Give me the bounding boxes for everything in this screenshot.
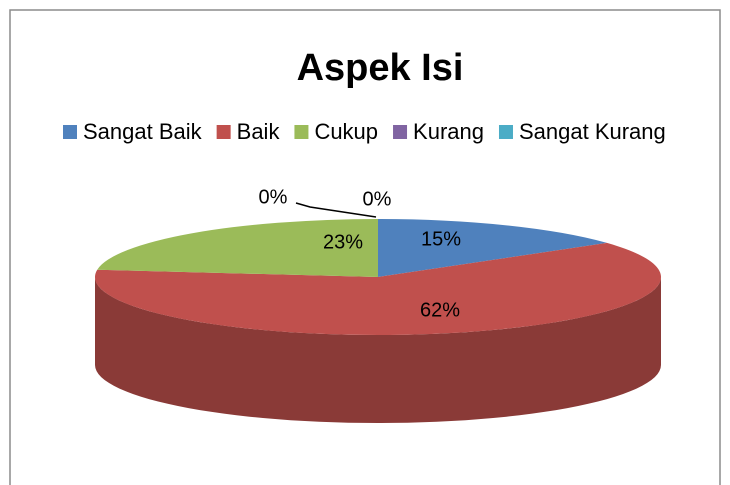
legend-swatch — [216, 125, 231, 139]
data-label: 23% — [323, 231, 363, 253]
chart-frame — [9, 9, 721, 485]
legend-label: Sangat Kurang — [519, 119, 666, 144]
legend-swatch — [294, 125, 309, 139]
legend-label: Sangat Baik — [83, 119, 203, 144]
leader-line — [295, 202, 377, 218]
chart-title: Aspek Isi — [297, 47, 464, 89]
legend-swatch — [498, 125, 513, 139]
legend-label: Cukup — [314, 119, 378, 144]
data-label: 62% — [420, 299, 460, 321]
legend-swatch — [63, 125, 77, 139]
data-label: 0% — [259, 186, 288, 208]
pie-side — [95, 277, 661, 423]
pie-slice — [95, 242, 662, 335]
legend-label: Kurang — [413, 119, 484, 144]
pie-slice — [97, 218, 378, 277]
pie-slice — [378, 219, 607, 277]
data-label: 0% — [363, 188, 392, 210]
legend-swatch — [393, 125, 408, 139]
data-label: 15% — [421, 228, 461, 250]
legend-label: Baik — [237, 119, 281, 144]
